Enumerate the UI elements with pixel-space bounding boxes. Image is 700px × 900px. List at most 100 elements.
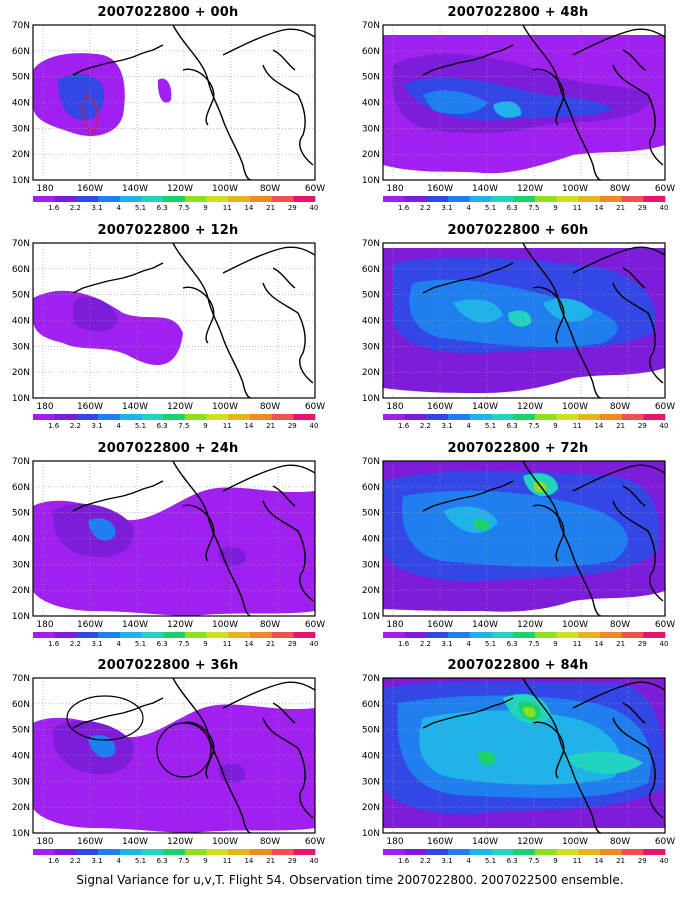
colorbar-swatch: [293, 196, 316, 202]
lon-label: 160W: [427, 184, 453, 194]
colorbar-label: 3.1: [442, 204, 453, 212]
lat-label: 50N: [12, 73, 30, 83]
colorbar-swatch: [491, 196, 514, 202]
colorbar-swatch: [206, 414, 229, 420]
colorbar-swatch: [119, 632, 142, 638]
lon-label: 160W: [77, 184, 103, 194]
colorbar-label: 2.2: [70, 422, 81, 430]
colorbar-label: 4: [117, 204, 122, 212]
lon-label: 140W: [122, 837, 148, 847]
colorbar-label: 29: [288, 204, 297, 212]
lat-label: 70N: [12, 21, 30, 31]
colorbar-swatch: [33, 849, 55, 855]
colorbar-swatch: [599, 632, 622, 638]
lat-label: 40N: [362, 317, 380, 327]
figure-caption: Signal Variance for u,v,T. Flight 54. Ob…: [76, 873, 624, 887]
colorbar-label: 5.1: [135, 422, 146, 430]
colorbar-swatch: [293, 414, 316, 420]
colorbar-swatch: [556, 414, 579, 420]
variance-field: [383, 461, 665, 612]
colorbar-swatch: [513, 414, 536, 420]
lat-label: 20N: [362, 586, 380, 596]
lat-label: 40N: [12, 99, 30, 109]
colorbar-swatch: [249, 632, 272, 638]
colorbar-swatch: [98, 849, 121, 855]
colorbar: 1.6 2.2 3.1 4 5.1 6.3 7.5 9 11 14 21 29 40: [383, 196, 668, 212]
panel-title: 2007022800 + 60h: [447, 223, 589, 238]
colorbar-swatch: [163, 632, 186, 638]
lon-label: 100W: [562, 837, 588, 847]
colorbar-label: 9: [553, 204, 557, 212]
colorbar-label: 9: [203, 640, 207, 648]
colorbar-swatch: [271, 414, 294, 420]
lon-label: 100W: [562, 620, 588, 630]
colorbar-label: 3.1: [92, 204, 103, 212]
colorbar-swatch: [228, 632, 251, 638]
lat-label: 40N: [362, 99, 380, 109]
lon-label: 60W: [655, 402, 675, 412]
colorbar-label: 3.1: [442, 422, 453, 430]
colorbar-label: 1.6: [48, 422, 60, 430]
colorbar: 1.6 2.2 3.1 4 5.1 6.3 7.5 9 11 14 21 29 40: [383, 849, 668, 865]
variance-field: [33, 290, 183, 366]
colorbar-label: 7.5: [178, 204, 189, 212]
map-svg: 10N 20N 30N 40N 50N 60N 70N 180 160W 140W 120W 100W…: [12, 21, 325, 212]
colorbar-swatch: [426, 632, 449, 638]
lat-label: 30N: [12, 560, 30, 570]
colorbar-label: 29: [288, 857, 297, 865]
colorbar-label: 6.3: [157, 422, 168, 430]
lat-label: 50N: [362, 509, 380, 519]
lat-label: 30N: [362, 560, 380, 570]
lon-label: 120W: [517, 837, 543, 847]
colorbar-label: 14: [244, 422, 253, 430]
colorbar-label: 9: [553, 640, 557, 648]
colorbar-swatch: [621, 196, 644, 202]
colorbar-label: 3.1: [442, 640, 453, 648]
variance-field: [33, 704, 315, 833]
lon-label: 100W: [212, 402, 238, 412]
map-svg: 10N 20N 30N 40N 50N 60N 70N 180 160W 140W 120W 100W…: [362, 239, 675, 430]
lon-label: 80W: [260, 620, 280, 630]
colorbar-label: 2.2: [420, 640, 431, 648]
colorbar-swatch: [163, 849, 186, 855]
colorbar-swatch: [448, 414, 471, 420]
colorbar-label: 2.2: [420, 422, 431, 430]
lat-label: 20N: [362, 803, 380, 813]
colorbar-label: 14: [594, 640, 603, 648]
colorbar-swatch: [54, 196, 77, 202]
colorbar-label: 14: [244, 204, 253, 212]
colorbar-swatch: [54, 414, 77, 420]
colorbar-label: 40: [310, 204, 319, 212]
colorbar-swatch: [54, 632, 77, 638]
lon-label: 80W: [260, 184, 280, 194]
colorbar-swatch: [141, 414, 164, 420]
lat-label: 30N: [12, 777, 30, 787]
map-svg: 10N 20N 30N 40N 50N 60N 70N 180 160W 140W 120W 100W…: [12, 674, 325, 865]
colorbar-swatch: [491, 632, 514, 638]
colorbar-label: 21: [266, 422, 275, 430]
colorbar-label: 5.1: [135, 640, 146, 648]
colorbar-swatch: [141, 196, 164, 202]
lon-label: 140W: [472, 184, 498, 194]
lon-label: 80W: [610, 184, 630, 194]
lon-label: 180: [36, 402, 53, 412]
lat-label: 60N: [362, 47, 380, 57]
map-panel-48h: 2007022800 + 48h 10N 20N 30N 40N 50N 60N 70N 180…: [358, 5, 678, 215]
lon-label: 160W: [77, 620, 103, 630]
colorbar-label: 21: [616, 204, 625, 212]
coastline: [72, 461, 315, 616]
colorbar-swatch: [293, 849, 316, 855]
lon-label: 60W: [305, 837, 325, 847]
lon-label: 140W: [122, 402, 148, 412]
colorbar-label: 1.6: [48, 204, 60, 212]
colorbar-label: 2.2: [70, 204, 81, 212]
lat-label: 10N: [362, 829, 380, 839]
colorbar-label: 1.6: [398, 204, 410, 212]
colorbar-label: 7.5: [528, 857, 539, 865]
lat-label: 60N: [12, 265, 30, 275]
flight-track: [81, 93, 99, 137]
colorbar-swatch: [163, 414, 186, 420]
colorbar-label: 5.1: [485, 422, 496, 430]
lon-label: 120W: [167, 184, 193, 194]
colorbar-label: 40: [310, 640, 319, 648]
